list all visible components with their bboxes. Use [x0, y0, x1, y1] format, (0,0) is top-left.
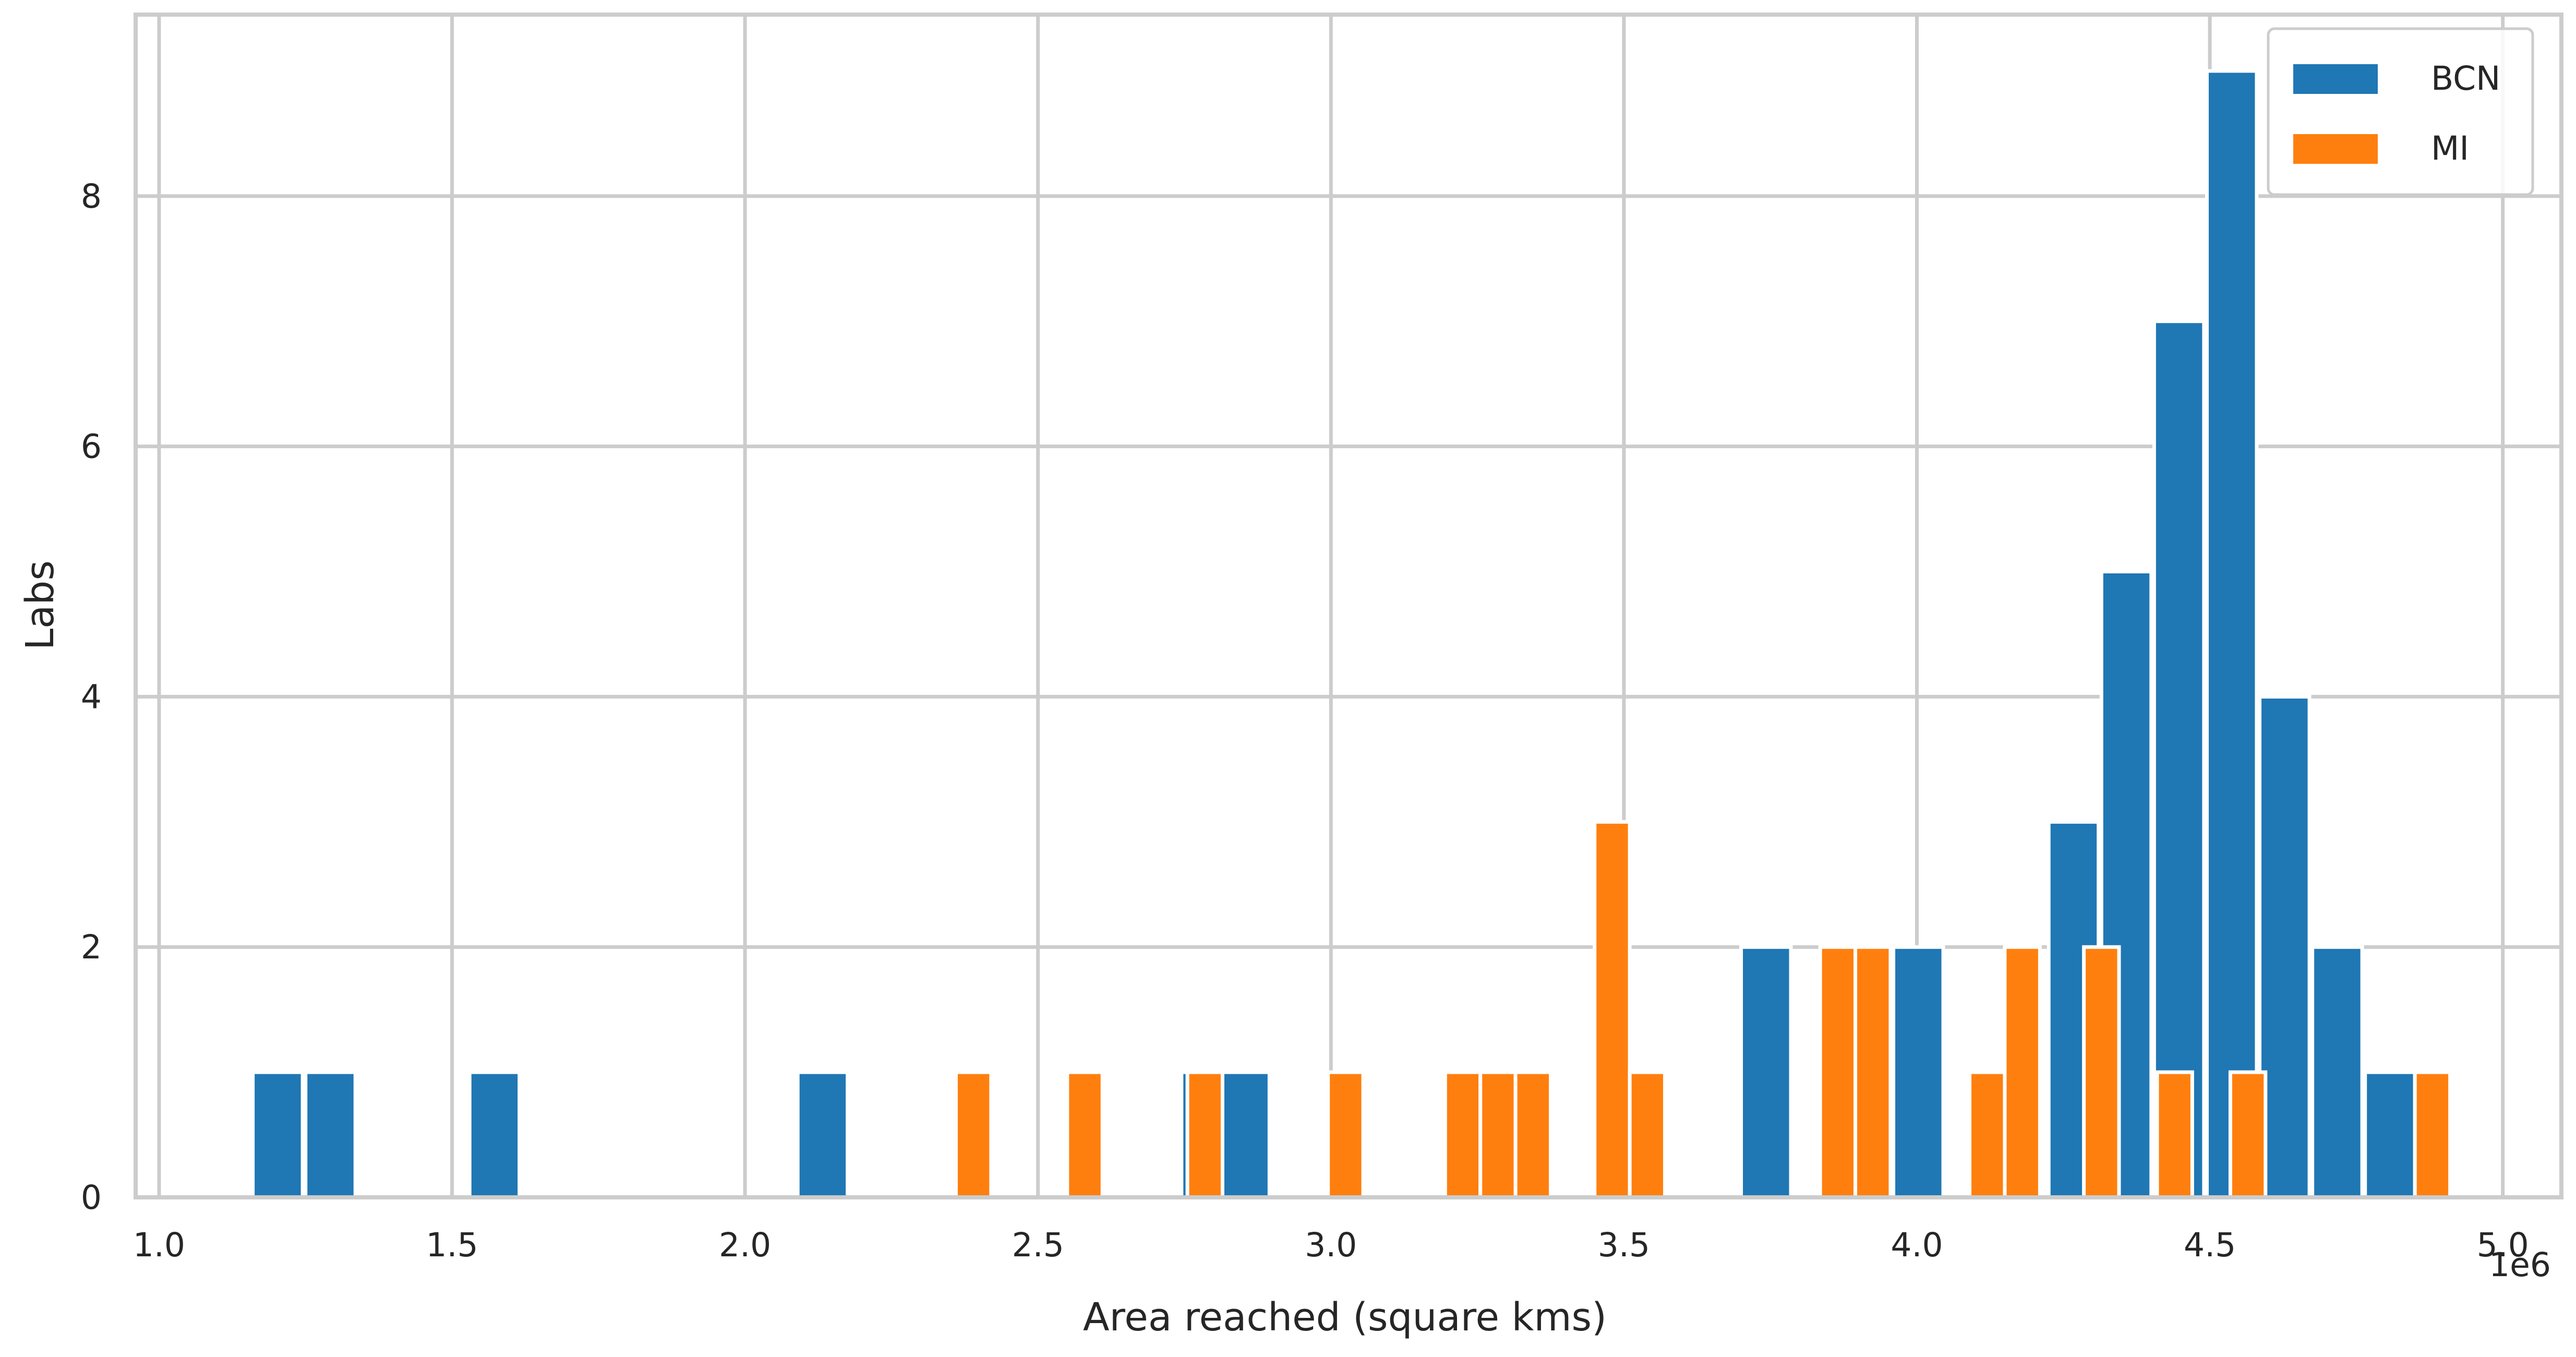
- bar-mi: [954, 1070, 993, 1199]
- x-tick-label: 3.0: [1305, 1226, 1357, 1264]
- x-tick-labels: 1.0 1.5 2.0 2.5 3.0 3.5 4.0 4.5 5.0: [133, 1226, 2529, 1264]
- bar-mi: [1628, 1070, 1667, 1199]
- bar-bcn: [2310, 945, 2364, 1199]
- bar-bcn: [1892, 945, 1945, 1199]
- bar-bcn: [2258, 694, 2312, 1199]
- bar-mi: [2003, 945, 2042, 1199]
- bar-mi: [1853, 945, 1893, 1199]
- bar-bcn: [1739, 945, 1793, 1199]
- bar-mi: [1513, 1070, 1552, 1199]
- bar-bcn: [1218, 1070, 1271, 1199]
- y-tick-label: 2: [81, 928, 102, 966]
- y-tick-label: 4: [81, 678, 102, 716]
- bar-mi: [1326, 1070, 1365, 1199]
- bar-mi: [1478, 1070, 1518, 1199]
- bar-mi: [2082, 945, 2121, 1199]
- legend: BCN MI: [2267, 27, 2534, 196]
- x-tick-label: 1.0: [133, 1226, 185, 1264]
- bar-mi: [1968, 1070, 2007, 1199]
- x-tick-label: 2.5: [1012, 1226, 1064, 1264]
- bar-mi: [1818, 945, 1858, 1199]
- legend-swatch-mi: [2293, 134, 2378, 164]
- bar-bcn: [796, 1070, 850, 1199]
- bar-mi: [2413, 1070, 2452, 1199]
- bar-mi: [1593, 820, 1632, 1199]
- bar-mi: [1065, 1070, 1104, 1199]
- legend-label-bcn: BCN: [2431, 59, 2500, 98]
- y-tick-label: 0: [81, 1179, 102, 1217]
- x-tick-label: 5.0: [2477, 1226, 2529, 1264]
- x-tick-label: 4.0: [1891, 1226, 1943, 1264]
- bar-bcn: [251, 1070, 305, 1199]
- legend-swatch-bcn: [2293, 64, 2378, 94]
- y-tick-label: 8: [81, 177, 102, 215]
- bar-bcn: [304, 1070, 357, 1199]
- bar-mi: [2155, 1070, 2194, 1199]
- plot-frame: [134, 13, 2563, 1199]
- legend-box: [2267, 27, 2534, 196]
- bar-bcn: [2205, 69, 2259, 1199]
- x-axis-label: Area reached (square kms): [1083, 1295, 1607, 1340]
- x-tick-label: 3.5: [1598, 1226, 1650, 1264]
- series-mi-bars: [954, 820, 2452, 1199]
- x-tick-label: 2.0: [719, 1226, 771, 1264]
- bar-bcn: [2363, 1070, 2417, 1199]
- y-tick-label: 6: [81, 428, 102, 466]
- axes-frame: [134, 13, 2563, 1199]
- bar-bcn: [467, 1070, 522, 1199]
- x-tick-label: 4.5: [2184, 1226, 2236, 1264]
- y-tick-labels: 0 2 4 6 8: [81, 177, 102, 1217]
- bar-bcn: [2152, 319, 2206, 1199]
- bar-mi: [2228, 1070, 2268, 1199]
- y-axis-label: Labs: [18, 560, 63, 650]
- x-offset-text: 1e6: [2489, 1246, 2551, 1284]
- legend-label-mi: MI: [2431, 129, 2469, 167]
- bar-mi: [1443, 1070, 1483, 1199]
- x-tick-label: 1.5: [426, 1226, 478, 1264]
- bar-mi: [1185, 1070, 1225, 1199]
